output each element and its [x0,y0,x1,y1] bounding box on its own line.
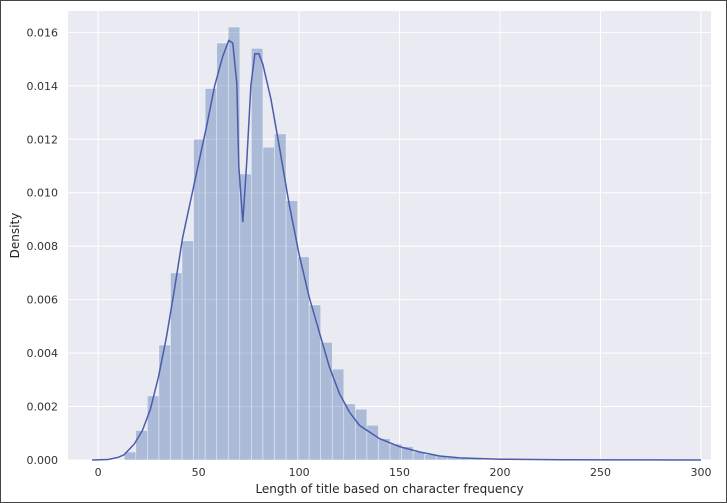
histogram-bar [204,88,217,461]
y-tick-label: 0.008 [27,240,59,253]
histogram-bar [320,342,333,461]
x-axis-label: Length of title based on character frequ… [255,482,523,496]
x-tick-labels: 0 50 100 150 200 250 300 [95,466,712,479]
histogram-bar [331,368,345,461]
kde-curve [92,39,701,461]
x-tick-label: 250 [590,466,611,479]
y-tick-label: 0.014 [27,80,59,93]
histogram-bar [262,147,275,461]
histogram-bar [366,424,379,461]
x-tick-label: 300 [690,466,711,479]
histogram-bar [181,240,194,461]
y-tick-label: 0.000 [27,454,59,467]
x-tick-label: 200 [490,466,511,479]
y-tick-label: 0.006 [27,294,59,307]
histogram-bar [147,395,160,461]
histogram-bar [355,408,368,461]
histogram-bar [227,26,241,461]
histogram-bar [239,173,252,461]
x-tick-label: 150 [389,466,410,479]
y-axis-label: Density [8,213,22,259]
histogram-bar [193,138,206,461]
histogram-bar [216,42,229,461]
histogram-bar [274,133,287,461]
x-tick-label: 100 [289,466,310,479]
histogram-bars [123,26,483,461]
x-tick-label: 0 [95,466,102,479]
y-tick-label: 0.012 [27,133,59,146]
y-tick-label: 0.004 [27,347,59,360]
histogram-bar [251,48,264,461]
y-tick-labels: 0.000 0.002 0.004 0.006 0.008 0.010 0.012 0.014… [27,26,59,467]
y-tick-label: 0.010 [27,187,59,200]
histogram-bar [135,430,148,461]
y-tick-label: 0.002 [27,401,59,414]
x-tick-label: 50 [192,466,206,479]
y-tick-label: 0.016 [27,26,59,39]
